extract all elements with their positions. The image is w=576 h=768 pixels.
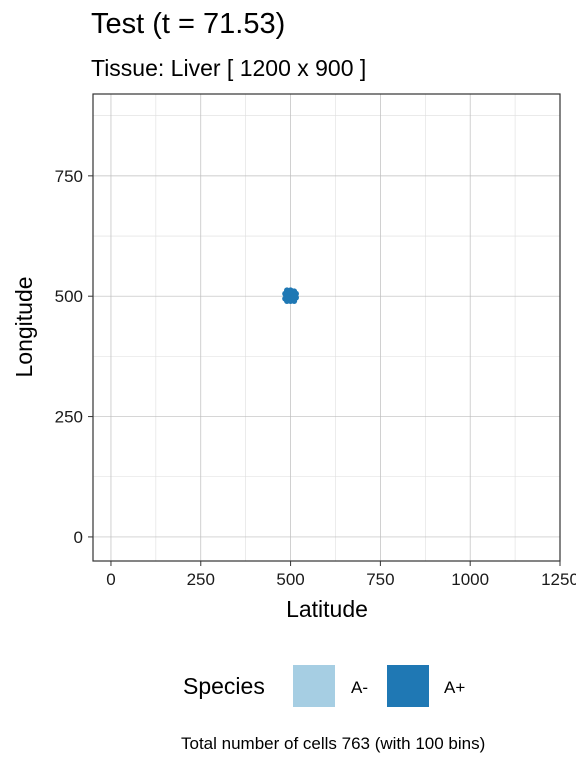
- caption: Total number of cells 763 (with 100 bins…: [181, 734, 486, 753]
- y-axis-ticks: 0 250 500 750: [55, 167, 93, 547]
- data-point: [290, 294, 297, 301]
- scatter-plot: 0 250 500 750 1000 1250 0 250 500 750 Latitude L…: [11, 93, 576, 622]
- legend-key-a-minus: [293, 665, 335, 707]
- chart-title: Test (t = 71.53): [91, 8, 286, 40]
- plot-panel-border: [92, 93, 561, 562]
- x-tick-label: 1000: [451, 570, 489, 589]
- x-tick-label: 1250: [541, 570, 576, 589]
- data-point: [285, 294, 292, 301]
- legend-title: Species: [183, 673, 265, 699]
- x-tick-label: 250: [187, 570, 215, 589]
- y-tick-label: 500: [55, 287, 83, 306]
- y-tick-label: 250: [55, 408, 83, 427]
- data-point: [286, 289, 293, 296]
- chart-subtitle: Tissue: Liver [ 1200 x 900 ]: [91, 55, 367, 81]
- legend-label-a-minus: A-: [351, 678, 368, 697]
- grid-major: [93, 94, 561, 561]
- grid-minor: [93, 94, 560, 561]
- legend-key-a-plus: [387, 665, 429, 707]
- y-axis-label: Longitude: [11, 276, 37, 377]
- y-tick-label: 0: [74, 528, 83, 547]
- x-axis-label: Latitude: [286, 596, 368, 622]
- x-axis-ticks: 0 250 500 750 1000 1250: [106, 561, 576, 589]
- x-tick-label: 750: [366, 570, 394, 589]
- x-tick-label: 0: [106, 570, 115, 589]
- y-tick-label: 750: [55, 167, 83, 186]
- x-tick-label: 500: [276, 570, 304, 589]
- data-points: [282, 287, 299, 305]
- legend-label-a-plus: A+: [444, 678, 466, 697]
